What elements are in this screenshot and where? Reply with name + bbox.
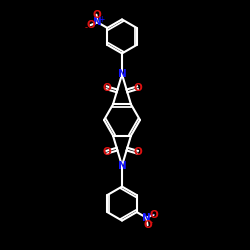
- Text: -: -: [150, 218, 153, 227]
- Text: O: O: [133, 147, 142, 157]
- Text: O: O: [133, 83, 142, 93]
- Text: -: -: [85, 24, 88, 32]
- Text: +: +: [147, 210, 154, 219]
- Text: N: N: [118, 70, 126, 80]
- Text: +: +: [98, 15, 105, 24]
- Text: O: O: [102, 83, 111, 93]
- Text: N: N: [142, 212, 150, 222]
- Text: N: N: [118, 160, 126, 170]
- Text: O: O: [149, 210, 158, 220]
- Text: O: O: [143, 220, 152, 230]
- Text: O: O: [92, 10, 101, 20]
- Text: N: N: [94, 18, 102, 28]
- Text: O: O: [102, 147, 111, 157]
- Text: O: O: [86, 20, 95, 30]
